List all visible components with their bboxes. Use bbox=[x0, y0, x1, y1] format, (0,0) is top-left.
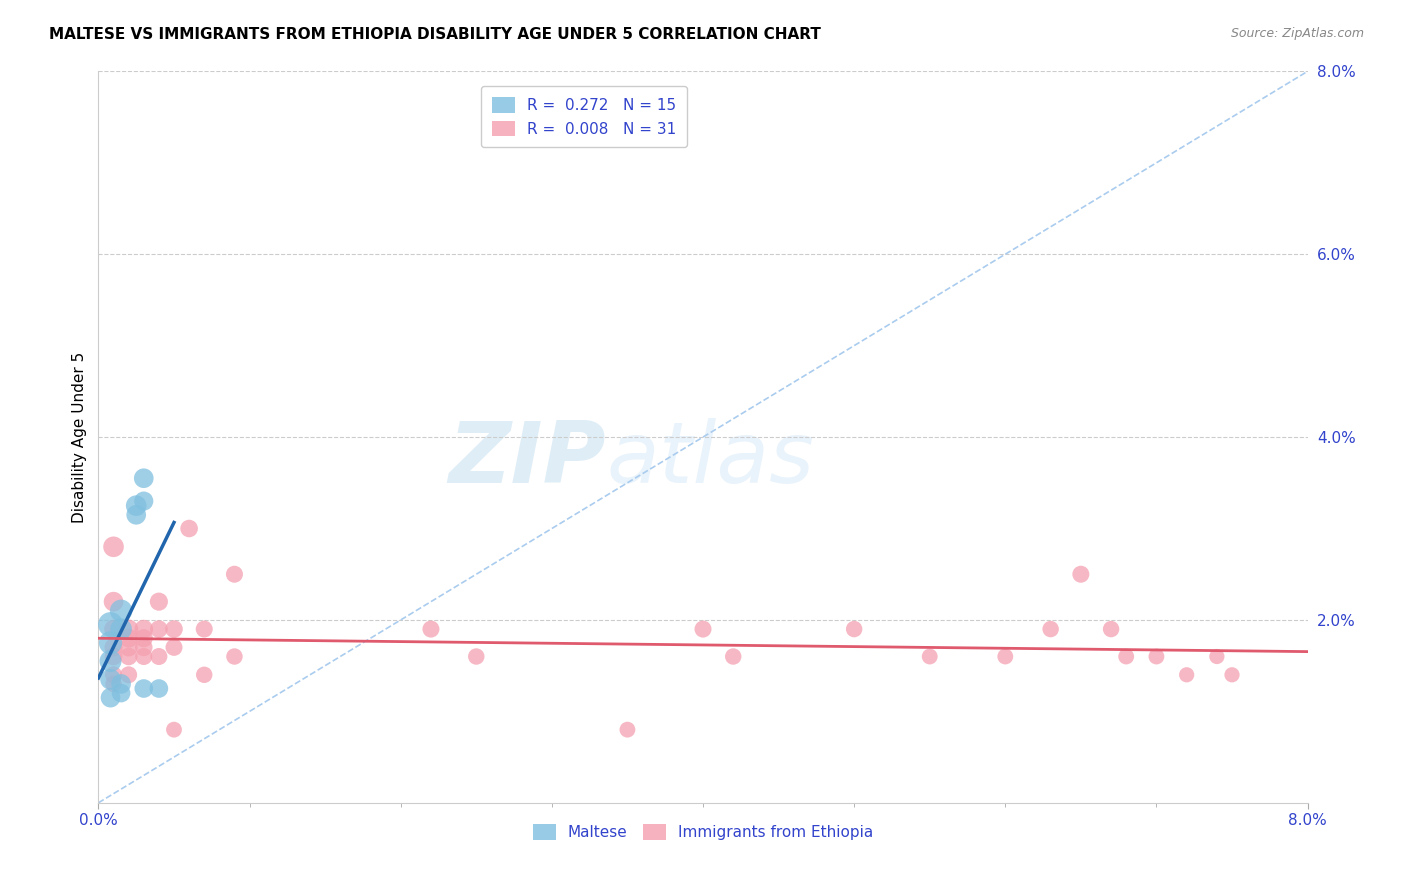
Point bbox=[132, 681, 155, 696]
Point bbox=[103, 595, 125, 609]
Point bbox=[994, 649, 1017, 664]
Point bbox=[148, 681, 170, 696]
Point bbox=[132, 632, 155, 646]
Point bbox=[100, 636, 122, 650]
Point bbox=[1146, 649, 1168, 664]
Text: ZIP: ZIP bbox=[449, 417, 606, 500]
Point bbox=[110, 622, 132, 636]
Point bbox=[148, 622, 170, 636]
Point bbox=[224, 649, 246, 664]
Point bbox=[1220, 667, 1243, 681]
Point bbox=[224, 567, 246, 582]
Point bbox=[118, 640, 141, 655]
Point bbox=[103, 677, 125, 691]
Text: MALTESE VS IMMIGRANTS FROM ETHIOPIA DISABILITY AGE UNDER 5 CORRELATION CHART: MALTESE VS IMMIGRANTS FROM ETHIOPIA DISA… bbox=[49, 27, 821, 42]
Point bbox=[1070, 567, 1092, 582]
Point bbox=[420, 622, 443, 636]
Point bbox=[692, 622, 714, 636]
Y-axis label: Disability Age Under 5: Disability Age Under 5 bbox=[72, 351, 87, 523]
Text: Source: ZipAtlas.com: Source: ZipAtlas.com bbox=[1230, 27, 1364, 40]
Point bbox=[616, 723, 638, 737]
Point bbox=[1175, 667, 1198, 681]
Point bbox=[125, 499, 148, 513]
Point bbox=[132, 622, 155, 636]
Point bbox=[125, 508, 148, 522]
Point bbox=[132, 640, 155, 655]
Point bbox=[103, 640, 125, 655]
Point bbox=[1115, 649, 1137, 664]
Point bbox=[132, 471, 155, 485]
Point bbox=[132, 649, 155, 664]
Point bbox=[1099, 622, 1122, 636]
Point bbox=[110, 677, 132, 691]
Point bbox=[110, 686, 132, 700]
Point bbox=[100, 673, 122, 687]
Point bbox=[100, 690, 122, 705]
Point bbox=[103, 649, 125, 664]
Point bbox=[103, 540, 125, 554]
Legend: Maltese, Immigrants from Ethiopia: Maltese, Immigrants from Ethiopia bbox=[527, 818, 879, 847]
Point bbox=[844, 622, 866, 636]
Point bbox=[118, 667, 141, 681]
Point bbox=[132, 494, 155, 508]
Point bbox=[100, 617, 122, 632]
Text: atlas: atlas bbox=[606, 417, 814, 500]
Point bbox=[465, 649, 488, 664]
Point bbox=[148, 649, 170, 664]
Point bbox=[918, 649, 941, 664]
Point bbox=[1206, 649, 1229, 664]
Point bbox=[163, 640, 186, 655]
Point bbox=[103, 667, 125, 681]
Point bbox=[163, 622, 186, 636]
Point bbox=[193, 667, 215, 681]
Point bbox=[193, 622, 215, 636]
Point bbox=[118, 622, 141, 636]
Point bbox=[118, 632, 141, 646]
Point bbox=[163, 723, 186, 737]
Point bbox=[148, 595, 170, 609]
Point bbox=[118, 649, 141, 664]
Point bbox=[100, 654, 122, 668]
Point bbox=[110, 604, 132, 618]
Point bbox=[723, 649, 745, 664]
Point bbox=[179, 521, 201, 535]
Point bbox=[103, 622, 125, 636]
Point bbox=[1039, 622, 1062, 636]
